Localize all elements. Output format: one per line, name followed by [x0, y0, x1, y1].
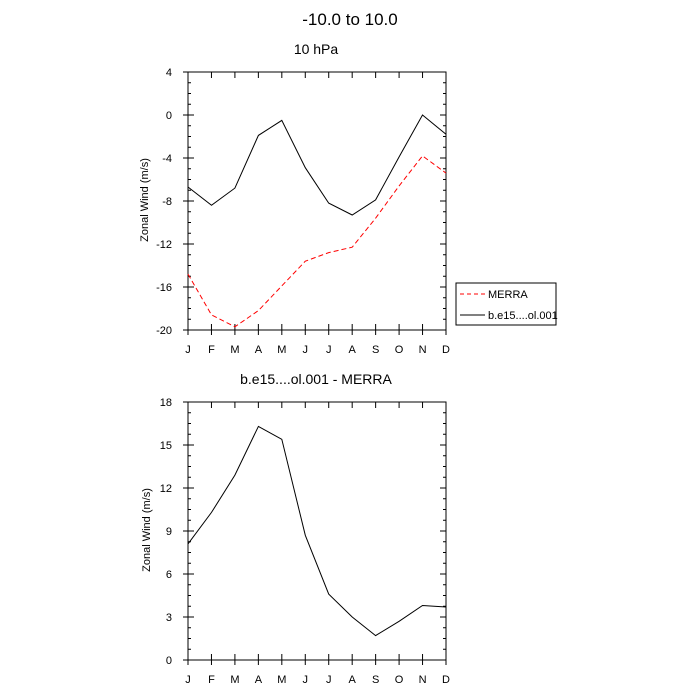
- y-tick-label: -12: [156, 239, 172, 251]
- chart-title: b.e15....ol.001 - MERRA: [240, 371, 392, 387]
- x-tick-label: M: [277, 674, 286, 686]
- y-tick-label-group: 18 15 12 9 6 3 0: [160, 397, 172, 667]
- x-tick-label: M: [277, 344, 286, 356]
- y-tick-label: 6: [166, 569, 172, 581]
- y-axis-label: Zonal Wind (m/s): [141, 488, 153, 572]
- y-tick-label: 15: [160, 440, 172, 452]
- x-tick-label: O: [395, 344, 404, 356]
- series-line: [187, 155, 447, 328]
- series-line: [187, 114, 447, 216]
- legend-box: [455, 282, 557, 326]
- page-title: -10.0 to 10.0: [302, 10, 398, 29]
- x-tick-label: D: [442, 344, 450, 356]
- y-tick-label: 0: [166, 110, 172, 122]
- series-group: [187, 114, 447, 328]
- y-tick-label: 12: [160, 483, 172, 495]
- x-tick-label: A: [349, 344, 357, 356]
- y-tick-label: -20: [156, 325, 172, 337]
- x-tick-label: J: [185, 344, 191, 356]
- x-tick-label: J: [303, 344, 309, 356]
- series-group: [187, 425, 447, 637]
- y-tick-label: -8: [162, 196, 172, 208]
- x-tick-label: M: [230, 674, 239, 686]
- tick-group: [183, 71, 447, 335]
- legend-label-model: b.e15....ol.001: [488, 310, 558, 322]
- x-tick-label: F: [208, 344, 215, 356]
- x-tick-label: F: [208, 674, 215, 686]
- x-tick-label: S: [372, 674, 379, 686]
- plot-frame: [187, 401, 447, 661]
- y-tick-label: -4: [162, 153, 172, 165]
- y-tick-label: 3: [166, 612, 172, 624]
- y-tick-label: 18: [160, 397, 172, 409]
- x-tick-label: O: [395, 674, 404, 686]
- x-tick-label: J: [303, 674, 309, 686]
- y-tick-label: 0: [166, 655, 172, 667]
- y-tick-label-group: 4 0 -4 -8 -12 -16 -20: [156, 67, 172, 337]
- legend-label-merra: MERRA: [488, 289, 528, 301]
- x-tick-label: J: [326, 674, 332, 686]
- y-tick-label: 4: [166, 67, 172, 79]
- y-axis-label: Zonal Wind (m/s): [139, 158, 151, 242]
- x-tick-label: D: [442, 674, 450, 686]
- x-tick-label: A: [255, 344, 263, 356]
- x-tick-label: N: [419, 674, 427, 686]
- tick-group: [183, 401, 447, 665]
- x-tick-label: J: [326, 344, 332, 356]
- x-tick-label: A: [255, 674, 263, 686]
- series-line: [187, 425, 447, 637]
- legend: MERRA b.e15....ol.001: [455, 282, 558, 326]
- chart-title: 10 hPa: [294, 41, 339, 57]
- y-tick-label: -16: [156, 282, 172, 294]
- x-tick-label: J: [185, 674, 191, 686]
- x-tick-label: M: [230, 344, 239, 356]
- y-tick-label: 9: [166, 526, 172, 538]
- x-tick-label: N: [419, 344, 427, 356]
- x-tick-label: A: [349, 674, 357, 686]
- x-tick-label: S: [372, 344, 379, 356]
